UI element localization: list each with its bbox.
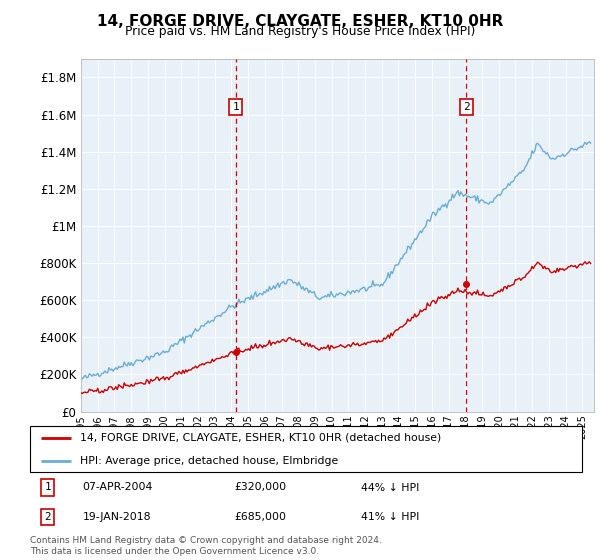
Text: 41% ↓ HPI: 41% ↓ HPI — [361, 512, 419, 522]
Text: HPI: Average price, detached house, Elmbridge: HPI: Average price, detached house, Elmb… — [80, 456, 338, 466]
Text: £320,000: £320,000 — [234, 483, 286, 492]
Text: £685,000: £685,000 — [234, 512, 286, 522]
Text: Price paid vs. HM Land Registry's House Price Index (HPI): Price paid vs. HM Land Registry's House … — [125, 25, 475, 38]
Text: Contains HM Land Registry data © Crown copyright and database right 2024.
This d: Contains HM Land Registry data © Crown c… — [30, 536, 382, 556]
Text: 19-JAN-2018: 19-JAN-2018 — [82, 512, 151, 522]
Text: 07-APR-2004: 07-APR-2004 — [82, 483, 153, 492]
Text: 1: 1 — [233, 102, 239, 112]
Text: 14, FORGE DRIVE, CLAYGATE, ESHER, KT10 0HR (detached house): 14, FORGE DRIVE, CLAYGATE, ESHER, KT10 0… — [80, 433, 441, 443]
Text: 44% ↓ HPI: 44% ↓ HPI — [361, 483, 419, 492]
FancyBboxPatch shape — [30, 426, 582, 472]
Text: 1: 1 — [44, 483, 51, 492]
Text: 2: 2 — [463, 102, 470, 112]
Text: 2: 2 — [44, 512, 51, 522]
Text: 14, FORGE DRIVE, CLAYGATE, ESHER, KT10 0HR: 14, FORGE DRIVE, CLAYGATE, ESHER, KT10 0… — [97, 14, 503, 29]
